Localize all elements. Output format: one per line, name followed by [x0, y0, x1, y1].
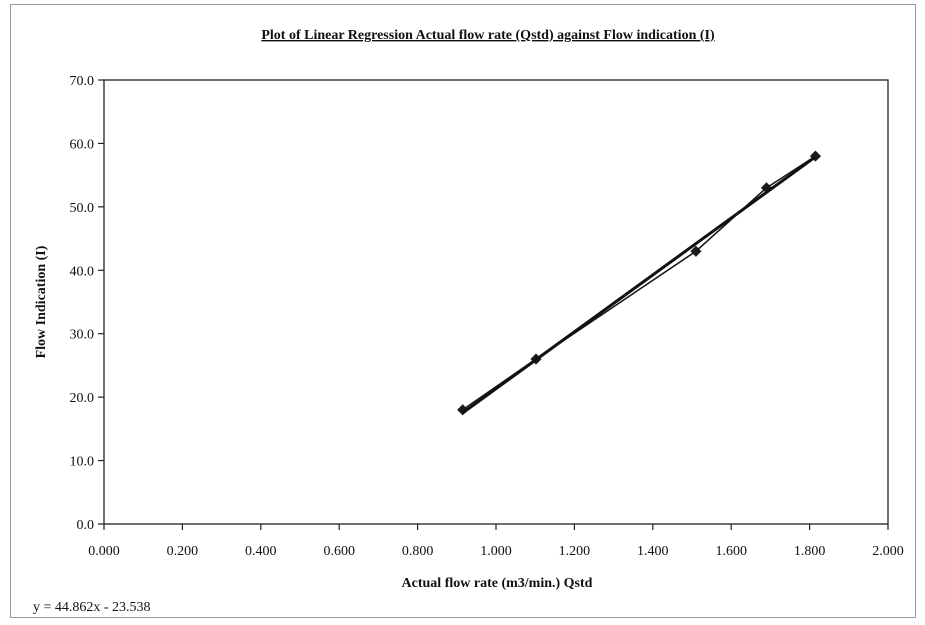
y-tick-label: 20.0	[70, 391, 95, 406]
x-axis-title: Actual flow rate (m3/min.) Qstd	[402, 576, 593, 591]
trendline-group	[461, 155, 817, 415]
trendline-equation: y = 44.862x - 23.538	[33, 600, 151, 615]
x-tick-label: 0.400	[245, 544, 277, 559]
y-axis: 0.0 10.0 20.0 30.0 40.0 50.0 60.0 70.0	[70, 74, 104, 533]
plot-area	[103, 79, 889, 525]
y-tick-label: 50.0	[70, 201, 95, 216]
x-tick-label: 0.200	[167, 544, 199, 559]
y-tick-label: 10.0	[70, 455, 95, 470]
data-point-marker	[690, 245, 702, 257]
y-tick-label: 60.0	[70, 137, 95, 152]
x-tick-label: 1.000	[480, 544, 512, 559]
x-tick-label: 0.000	[88, 544, 120, 559]
y-tick-label: 0.0	[77, 518, 95, 533]
chart-title: Plot of Linear Regression Actual flow ra…	[261, 28, 715, 43]
linear-trendline	[461, 155, 817, 415]
x-axis: 0.000 0.200 0.400 0.600 0.800 1.000 1.200 1.400…	[88, 524, 904, 559]
y-tick-label: 40.0	[70, 264, 95, 279]
x-tick-label: 1.400	[637, 544, 669, 559]
y-tick-label: 70.0	[70, 74, 95, 89]
y-tick-label: 30.0	[70, 328, 95, 343]
x-tick-label: 1.600	[715, 544, 747, 559]
x-tick-label: 2.000	[872, 544, 904, 559]
x-tick-label: 0.600	[323, 544, 355, 559]
chart-frame	[10, 4, 916, 618]
x-tick-label: 1.200	[559, 544, 591, 559]
x-tick-label: 1.800	[794, 544, 826, 559]
y-axis-title: Flow Indication (I)	[34, 245, 49, 358]
x-tick-label: 0.800	[402, 544, 434, 559]
